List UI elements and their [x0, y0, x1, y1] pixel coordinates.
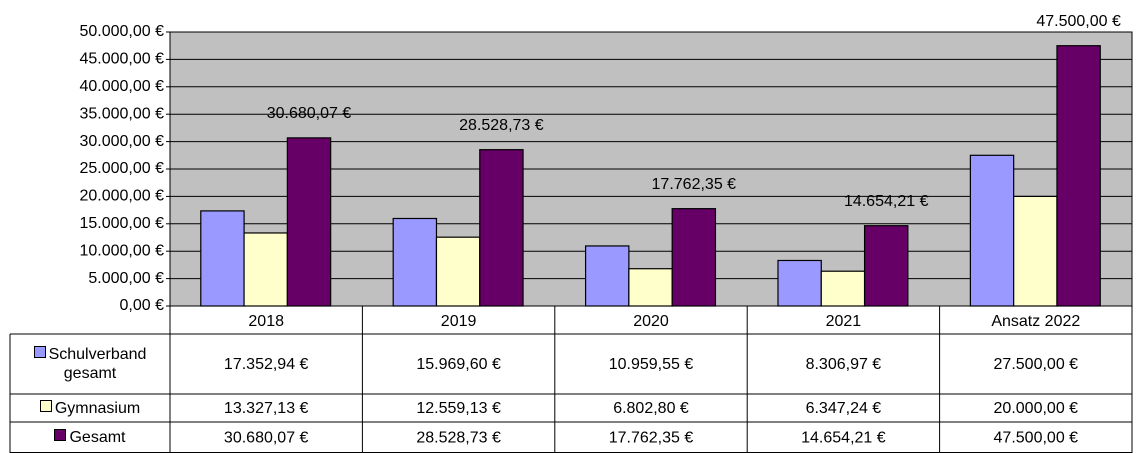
y-tick-label: 0,00 € — [120, 297, 165, 314]
bar — [777, 259, 822, 307]
x-category-label: 2018 — [248, 313, 284, 330]
bar — [200, 210, 245, 307]
table-value: 17.352,94 € — [224, 356, 309, 373]
legend-label: Gesamt — [69, 429, 126, 446]
table-value: 27.500,00 € — [994, 356, 1079, 373]
table-value: 6.802,80 € — [613, 400, 689, 417]
data-label: 47.500,00 € — [1036, 13, 1121, 30]
table-value: 10.959,55 € — [609, 356, 694, 373]
bar — [1056, 45, 1101, 307]
bar — [479, 149, 524, 307]
y-tick-label: 45.000,00 € — [79, 51, 164, 68]
bar — [863, 225, 909, 307]
legend-entry-text: Gesamt — [12, 423, 168, 452]
x-category-label: 2019 — [441, 313, 477, 330]
y-tick-label: 50.000,00 € — [79, 23, 164, 40]
y-tick-label: 15.000,00 € — [79, 215, 164, 232]
y-tick-label: 40.000,00 € — [79, 78, 164, 95]
x-category-label: Ansatz 2022 — [991, 313, 1080, 330]
legend-swatch — [39, 399, 52, 412]
x-category-label: 2020 — [633, 313, 669, 330]
data-label: 14.654,21 € — [844, 193, 929, 210]
y-tick-label: 35.000,00 € — [79, 105, 164, 122]
table-value: 47.500,00 € — [994, 430, 1079, 447]
table-value: 14.654,21 € — [801, 430, 886, 447]
bar — [671, 208, 717, 307]
bar — [820, 270, 866, 307]
bar — [392, 217, 438, 307]
legend-swatch — [54, 429, 67, 441]
y-tick-label: 25.000,00 € — [79, 160, 164, 177]
table-value: 13.327,13 € — [224, 400, 309, 417]
legend-entry: Schulverband gesamt — [12, 335, 168, 393]
legend-entry: Gesamt — [12, 423, 168, 452]
table-value: 30.680,07 € — [224, 430, 309, 447]
bar — [435, 236, 481, 307]
y-tick-label: 10.000,00 € — [79, 242, 164, 259]
bar — [584, 245, 630, 307]
data-label: 17.762,35 € — [652, 176, 737, 193]
bar — [628, 268, 673, 307]
bar — [1013, 195, 1058, 307]
legend-label: Schulverband gesamt — [48, 346, 147, 382]
table-value: 8.306,97 € — [806, 356, 882, 373]
table-value: 12.559,13 € — [416, 400, 501, 417]
bar — [969, 154, 1015, 307]
legend-entry-text: Gymnasium — [12, 395, 168, 421]
legend-entry-text: Schulverband gesamt — [12, 335, 168, 393]
y-tick-label: 30.000,00 € — [79, 133, 164, 150]
data-label: 28.528,73 € — [459, 117, 544, 134]
bar — [286, 137, 332, 307]
bar — [243, 232, 288, 307]
table-value: 15.969,60 € — [416, 356, 501, 373]
x-category-label: 2021 — [826, 313, 862, 330]
legend-label: Gymnasium — [54, 399, 141, 417]
legend-entry: Gymnasium — [12, 395, 168, 421]
data-label: 30.680,07 € — [267, 105, 352, 122]
legend-swatch — [33, 346, 46, 358]
table-value: 28.528,73 € — [416, 430, 501, 447]
table-value: 17.762,35 € — [609, 430, 694, 447]
y-tick-label: 20.000,00 € — [79, 188, 164, 205]
y-tick-label: 5.000,00 € — [88, 270, 164, 287]
table-value: 20.000,00 € — [994, 400, 1079, 417]
table-value: 6.347,24 € — [806, 400, 882, 417]
